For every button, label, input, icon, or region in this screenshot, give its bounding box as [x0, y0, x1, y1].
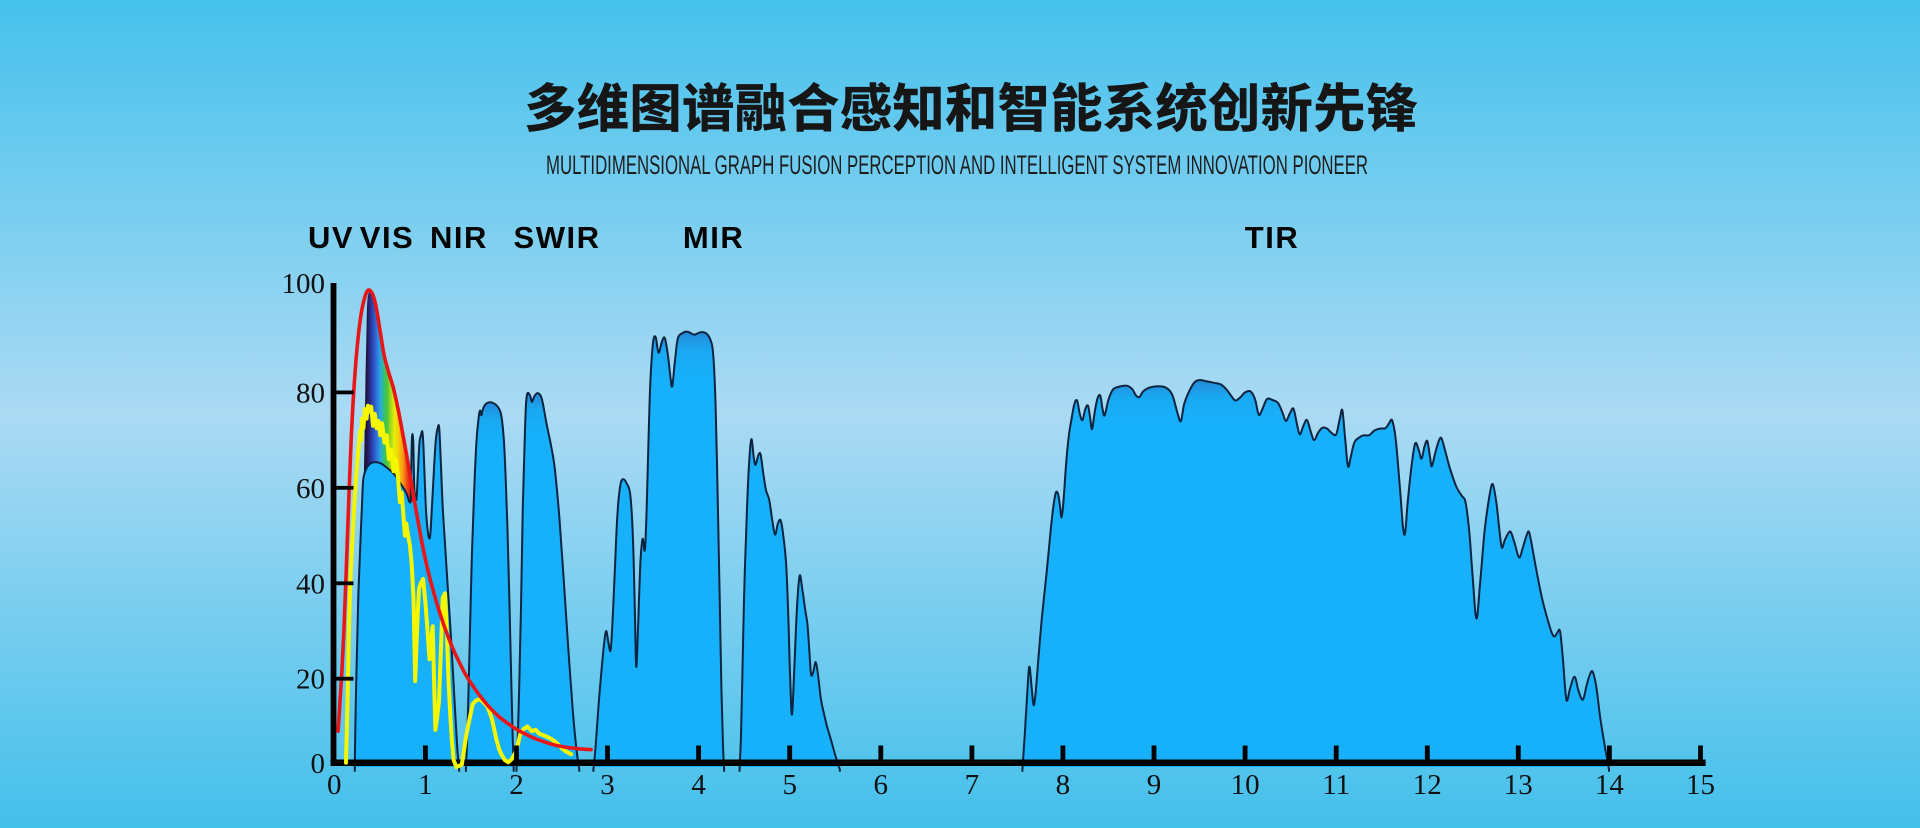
- svg-text:12: 12: [1413, 769, 1442, 801]
- svg-text:13: 13: [1504, 769, 1533, 801]
- svg-text:8: 8: [1056, 769, 1071, 801]
- svg-text:20: 20: [296, 664, 325, 696]
- svg-text:5: 5: [782, 769, 797, 801]
- svg-text:0: 0: [327, 769, 342, 801]
- svg-text:NIR: NIR: [430, 220, 488, 255]
- svg-text:MULTIDIMENSIONAL GRAPH FUSION: MULTIDIMENSIONAL GRAPH FUSION PERCEPTION…: [546, 150, 1368, 180]
- svg-text:6: 6: [874, 769, 889, 801]
- svg-text:SWIR: SWIR: [514, 220, 601, 255]
- svg-text:4: 4: [691, 769, 706, 801]
- svg-text:0: 0: [311, 748, 326, 780]
- svg-text:60: 60: [296, 473, 325, 505]
- svg-text:14: 14: [1595, 769, 1625, 801]
- svg-text:MIR: MIR: [683, 220, 744, 255]
- svg-text:80: 80: [296, 377, 325, 409]
- svg-text:VIS: VIS: [360, 220, 414, 255]
- svg-text:TIR: TIR: [1245, 220, 1299, 255]
- svg-text:1: 1: [418, 769, 433, 801]
- svg-text:7: 7: [965, 769, 980, 801]
- svg-text:2: 2: [509, 769, 524, 801]
- svg-text:100: 100: [282, 268, 326, 300]
- svg-text:3: 3: [600, 769, 615, 801]
- svg-text:40: 40: [296, 568, 325, 600]
- svg-text:9: 9: [1147, 769, 1162, 801]
- svg-text:11: 11: [1322, 769, 1350, 801]
- svg-text:15: 15: [1686, 769, 1715, 801]
- svg-text:10: 10: [1231, 769, 1260, 801]
- svg-text:UV: UV: [308, 220, 354, 255]
